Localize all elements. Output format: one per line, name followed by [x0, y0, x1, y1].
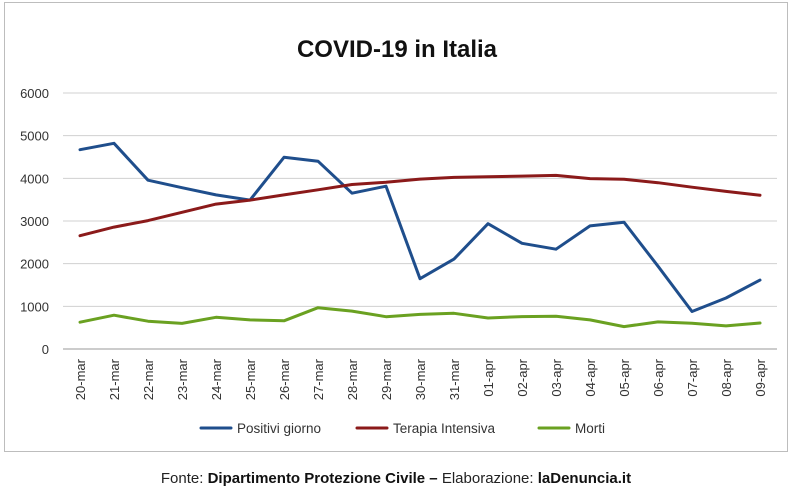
legend-label: Positivi giorno — [237, 421, 321, 436]
series-lines — [78, 141, 762, 329]
x-tick-label: 26-mar — [277, 358, 292, 400]
x-tick-label: 05-apr — [617, 358, 632, 396]
line-chart: COVID-19 in Italia 0 1000 2000 3000 4000 5000… — [20, 36, 777, 436]
legend-label: Terapia Intensiva — [393, 421, 496, 436]
y-tick-label: 5000 — [20, 129, 49, 144]
footer-elab-label: Elaborazione: — [441, 470, 538, 487]
x-tick-label: 01-apr — [481, 358, 496, 396]
x-tick-label: 07-apr — [685, 358, 700, 396]
x-tick-label: 30-mar — [413, 358, 428, 400]
x-tick-label: 04-apr — [583, 358, 598, 396]
x-tick-label: 24-mar — [209, 358, 224, 400]
x-tick-label: 22-mar — [141, 358, 156, 400]
series-line — [78, 141, 762, 313]
x-tick-label: 03-apr — [549, 358, 564, 396]
x-tick-label: 09-apr — [753, 358, 768, 396]
y-tick-label: 3000 — [20, 214, 49, 229]
series-line — [78, 173, 762, 238]
footer-dash: – — [425, 470, 442, 487]
y-tick-label: 6000 — [20, 86, 49, 101]
x-tick-label: 02-apr — [515, 358, 530, 396]
y-tick-label: 0 — [42, 342, 49, 357]
chart-title: COVID-19 in Italia — [297, 36, 498, 63]
x-tick-label: 21-mar — [107, 358, 122, 400]
footer-elab-value: laDenuncia.it — [537, 470, 632, 487]
x-tick-label: 20-mar — [73, 358, 88, 400]
x-tick-label: 31-mar — [447, 358, 462, 400]
grid-lines — [63, 92, 777, 350]
chart-frame: COVID-19 in Italia 0 1000 2000 3000 4000 5000… — [4, 2, 788, 452]
x-tick-label: 27-mar — [311, 358, 326, 400]
source-footer: Fonte: Dipartimento Protezione Civile – … — [0, 470, 792, 487]
x-tick-label: 25-mar — [243, 358, 258, 400]
x-tick-label: 28-mar — [345, 358, 360, 400]
x-tick-label: 29-mar — [379, 358, 394, 400]
x-tick-label: 23-mar — [175, 358, 190, 400]
y-tick-label: 1000 — [20, 299, 49, 314]
legend: Positivi giorno Terapia Intensiva Morti — [199, 421, 605, 436]
series-line — [78, 306, 762, 329]
footer-source: Dipartimento Protezione Civile — [207, 470, 426, 487]
legend-label: Morti — [575, 421, 605, 436]
y-tick-label: 4000 — [20, 171, 49, 186]
x-axis-ticks: 20-mar 21-mar 22-mar 23-mar 24-mar 25-mar 26-m… — [73, 358, 768, 400]
y-tick-label: 2000 — [20, 257, 49, 272]
y-axis-ticks: 0 1000 2000 3000 4000 5000 6000 — [20, 86, 49, 357]
x-tick-label: 08-apr — [719, 358, 734, 396]
footer-prefix: Fonte: — [160, 470, 208, 487]
x-tick-label: 06-apr — [651, 358, 666, 396]
